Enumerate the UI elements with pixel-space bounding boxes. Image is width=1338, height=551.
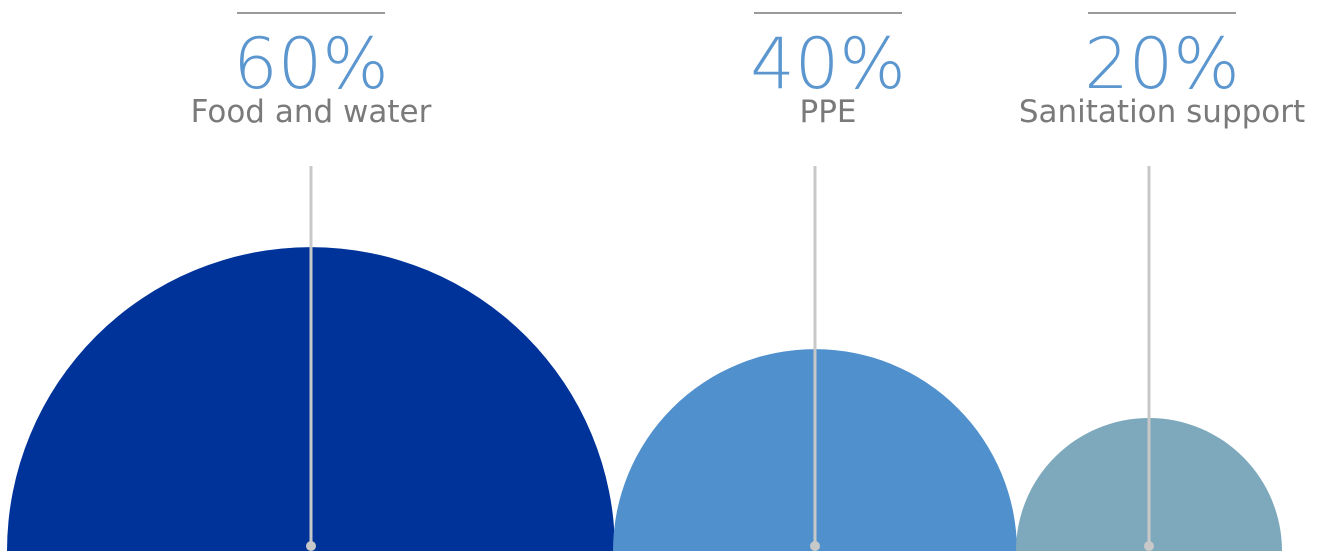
category-label-ppe: PPE (800, 94, 857, 130)
leader-dot-food-and-water (306, 541, 316, 551)
leader-dot-sanitation-support (1144, 541, 1154, 551)
chart-labels: 60%Food and water 40%PPE 20%Sanitation sup… (191, 12, 1305, 130)
value-label-sanitation-support: 20% (1084, 23, 1240, 105)
leader-dot-ppe (810, 541, 820, 551)
value-label-food-and-water: 60% (233, 23, 389, 105)
chart-marks (7, 166, 1282, 551)
category-label-sanitation-support: Sanitation support (1019, 94, 1305, 130)
category-label-food-and-water: Food and water (191, 94, 432, 130)
value-label-ppe: 40% (750, 23, 906, 105)
